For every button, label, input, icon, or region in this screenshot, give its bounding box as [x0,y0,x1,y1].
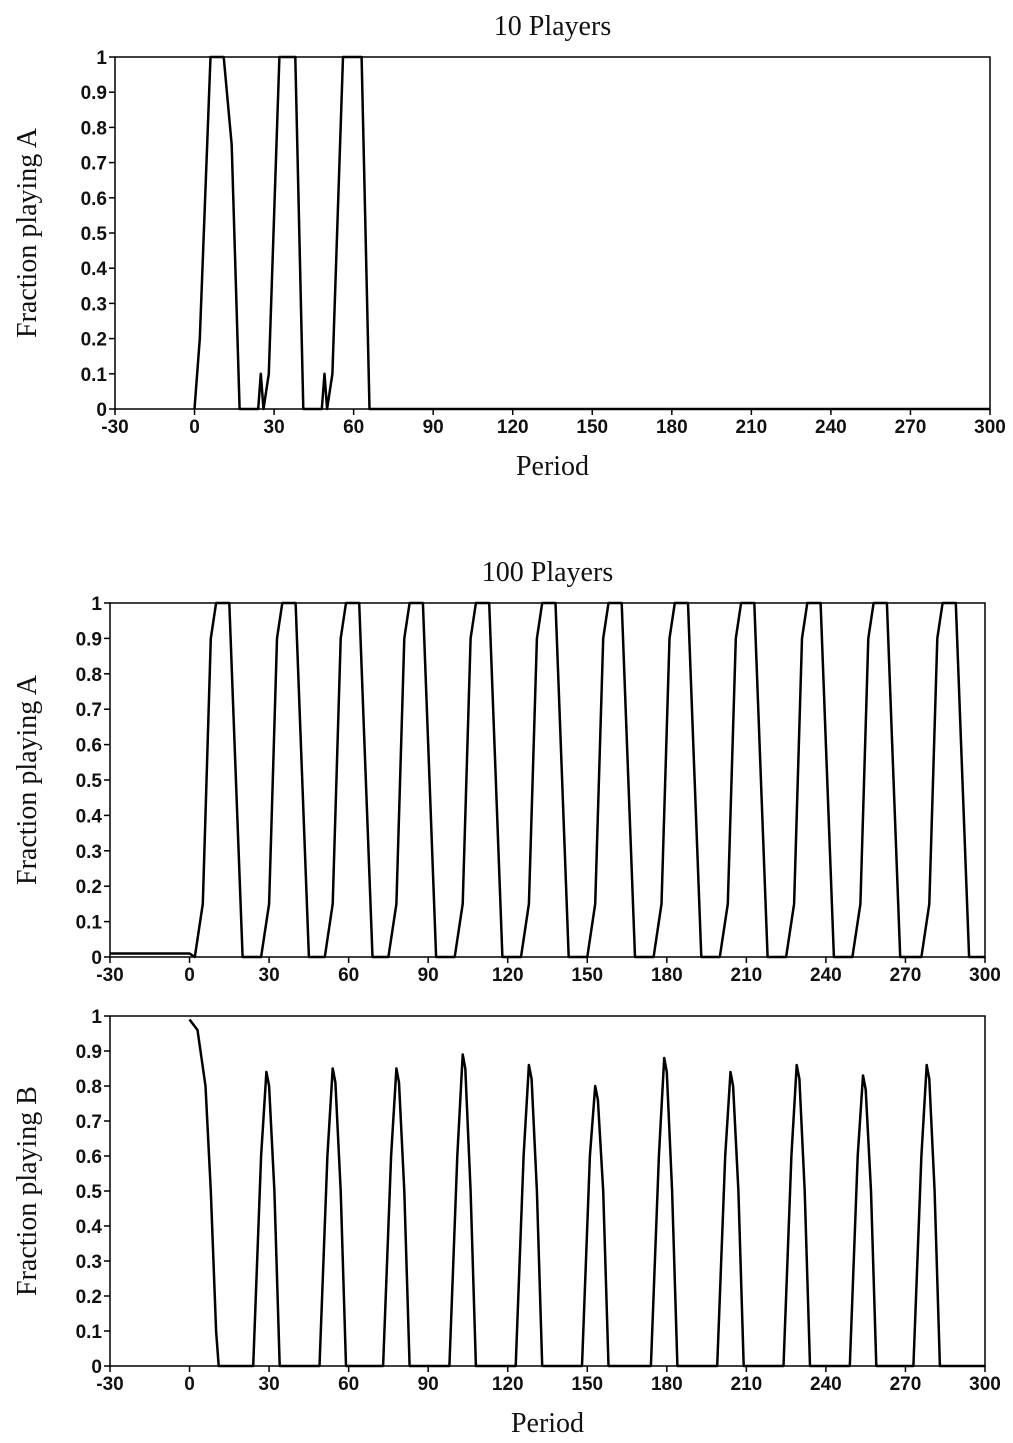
x-tick-label: -30 [96,1374,123,1395]
y-tick-label: 0.2 [76,1287,102,1308]
plot-frame [109,1015,986,1367]
x-tick-label: 270 [890,965,922,986]
y-tick-label: 0.8 [81,118,107,139]
y-tick-label: 0.2 [76,877,102,898]
x-tick-label: -30 [96,965,123,986]
x-tick-label: 120 [492,1374,524,1395]
y-axis-label: Fraction playing A [12,127,43,338]
x-tick-label: 240 [810,965,842,986]
y-tick-label: 0.4 [81,259,108,280]
y-tick-label: 0.7 [76,1112,102,1133]
x-tick-label: 270 [895,417,927,438]
y-tick-label: 0 [96,400,107,421]
chart-title: 10 Players [494,11,611,42]
x-axis-label: Period [511,1408,584,1439]
x-tick-label: 210 [731,1374,763,1395]
y-tick-label: 0.3 [76,842,102,863]
y-tick-label: 0.1 [81,365,108,386]
x-tick-label: 210 [736,417,768,438]
x-tick-label: 210 [731,965,763,986]
data-line [188,1018,985,1368]
x-tick-label: 270 [890,1374,922,1395]
y-tick-label: 1 [91,1007,102,1028]
y-tick-label: 0.4 [76,1217,103,1238]
x-tick-label: 120 [497,417,529,438]
y-tick-label: 0.5 [81,224,108,245]
x-tick-label: -30 [101,417,128,438]
chart-title: 100 Players [482,557,613,588]
x-tick-label: 0 [189,417,200,438]
x-tick-label: 90 [423,417,444,438]
x-tick-label: 300 [969,1374,1001,1395]
y-axis-label: Fraction playing B [12,1086,43,1296]
y-tick-label: 0.8 [76,665,102,686]
x-tick-label: 0 [184,1374,195,1395]
y-tick-label: 0.3 [76,1252,102,1273]
x-tick-label: 300 [969,965,1001,986]
y-tick-label: 0.9 [81,83,107,104]
x-tick-label: 60 [338,965,359,986]
y-tick-label: 0.9 [76,1042,102,1063]
y-tick-label: 0.1 [76,1322,103,1343]
x-tick-label: 30 [259,965,280,986]
x-tick-label: 300 [974,417,1006,438]
x-tick-label: 30 [259,1374,280,1395]
x-tick-label: 150 [571,965,603,986]
y-tick-label: 1 [96,48,107,69]
x-tick-label: 180 [651,1374,683,1395]
y-tick-label: 0.6 [76,736,102,757]
data-line [193,55,990,411]
y-axis-label: Fraction playing A [12,674,43,885]
x-tick-label: 90 [418,1374,439,1395]
data-line [110,601,985,959]
plot-frame [114,56,991,410]
y-tick-label: 0.9 [76,629,102,650]
y-tick-label: 0.3 [81,294,107,315]
x-axis-label: Period [516,451,589,482]
x-tick-label: 180 [656,417,688,438]
x-tick-label: 60 [343,417,364,438]
y-tick-label: 0.6 [81,189,107,210]
y-tick-label: 0 [91,1357,102,1378]
x-tick-label: 90 [418,965,439,986]
y-tick-label: 0.6 [76,1147,102,1168]
y-tick-label: 0.4 [76,806,103,827]
x-tick-label: 120 [492,965,524,986]
y-tick-label: 0.5 [76,771,103,792]
y-tick-label: 0.8 [76,1077,102,1098]
x-tick-label: 240 [810,1374,842,1395]
y-tick-label: 0 [91,948,102,969]
y-tick-label: 0.7 [76,700,102,721]
x-tick-label: 0 [184,965,195,986]
x-tick-label: 240 [815,417,847,438]
x-tick-label: 180 [651,965,683,986]
x-tick-label: 30 [264,417,285,438]
y-tick-label: 0.7 [81,154,107,175]
x-tick-label: 150 [571,1374,603,1395]
y-tick-label: 0.2 [81,330,107,351]
y-tick-label: 0.1 [76,913,103,934]
x-tick-label: 60 [338,1374,359,1395]
y-tick-label: 0.5 [76,1182,103,1203]
y-tick-label: 1 [91,594,102,615]
x-tick-label: 150 [576,417,608,438]
